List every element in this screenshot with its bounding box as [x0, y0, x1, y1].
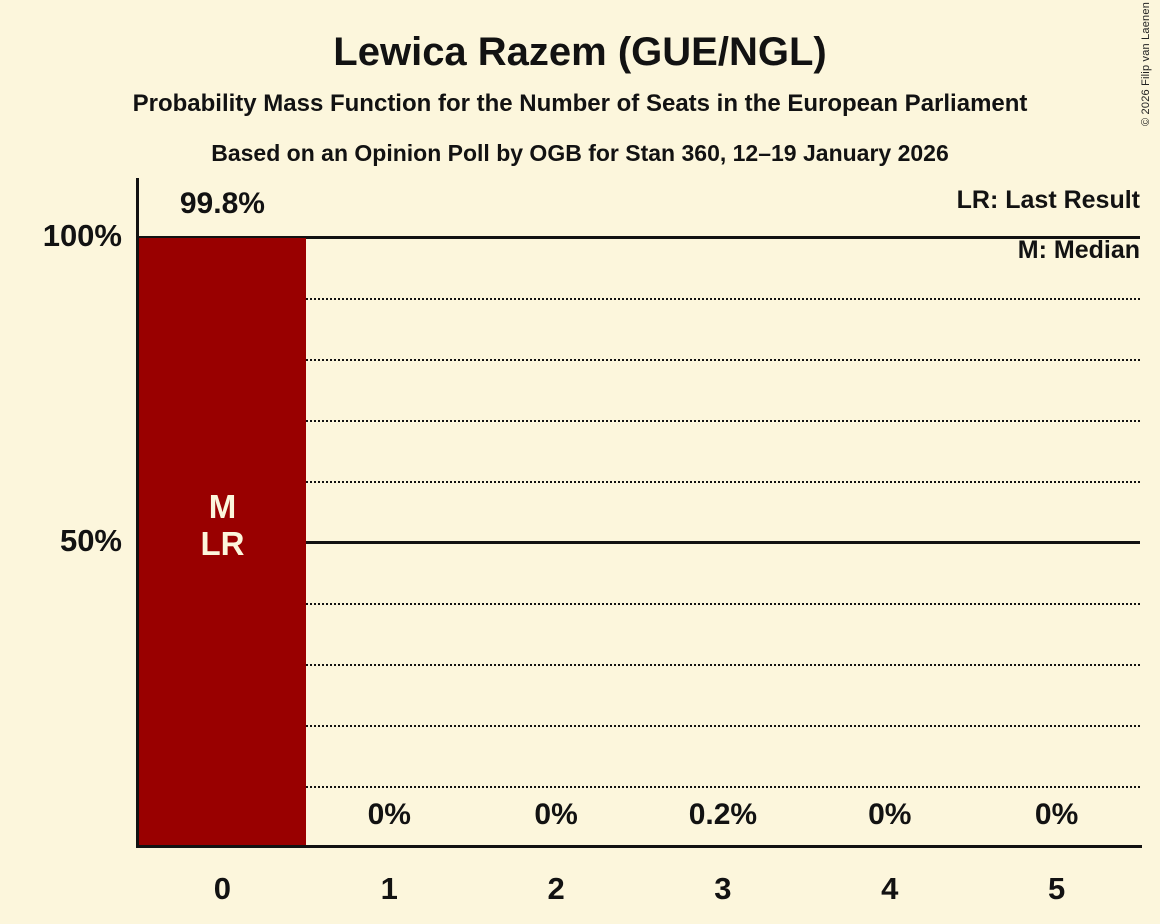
bar-value-label-seat-2: 0%	[534, 798, 578, 831]
bar-value-label-seat-4: 0%	[868, 798, 912, 831]
gridline-40pct	[139, 603, 1140, 605]
bar-annotation-median-lastresult: M LR	[139, 488, 306, 562]
subtitle-poll: Based on an Opinion Poll by OGB for Stan…	[211, 140, 949, 166]
x-tick-label-seat-1: 1	[380, 871, 398, 906]
solid-gridline-100pct	[139, 235, 1140, 239]
gridline-70pct	[139, 420, 1140, 422]
legend-last-result: LR: Last Result	[956, 186, 1140, 214]
x-tick-label-seat-2: 2	[547, 871, 565, 906]
y-tick-label-100: 100%	[42, 218, 122, 253]
last-result-marker: LR	[200, 525, 245, 562]
gridline-80pct	[139, 359, 1140, 361]
x-tick-label-seat-3: 3	[714, 871, 732, 906]
y-axis-line	[136, 178, 139, 847]
x-tick-label-seat-4: 4	[881, 871, 899, 906]
y-tick-label-50: 50%	[59, 523, 122, 558]
bar-value-label-seat-3: 0.2%	[688, 798, 758, 831]
gridline-10pct	[139, 786, 1140, 788]
bar-value-label-seat-0: 99.8%	[179, 187, 265, 221]
x-tick-label-seat-0: 0	[213, 871, 232, 906]
bar-value-label-seat-5: 0%	[1034, 798, 1079, 831]
page-title: Lewica Razem (GUE/NGL)	[333, 30, 827, 74]
bar-value-label-seat-1: 0%	[367, 798, 411, 831]
copyright-note: © 2026 Filip van Laenen	[1140, 1, 1152, 126]
solid-gridline-50pct	[139, 540, 1140, 544]
median-marker: M	[208, 488, 237, 525]
gridline-30pct	[139, 664, 1140, 666]
gridline-20pct	[139, 725, 1140, 727]
subtitle-pmf: Probability Mass Function for the Number…	[132, 90, 1028, 117]
bar-seat-0	[139, 238, 306, 847]
x-tick-label-seat-5: 5	[1047, 871, 1066, 906]
gridline-60pct	[139, 481, 1140, 483]
legend-median: M: Median	[1017, 236, 1140, 264]
gridline-90pct	[139, 298, 1140, 300]
x-axis-line	[136, 845, 1142, 848]
